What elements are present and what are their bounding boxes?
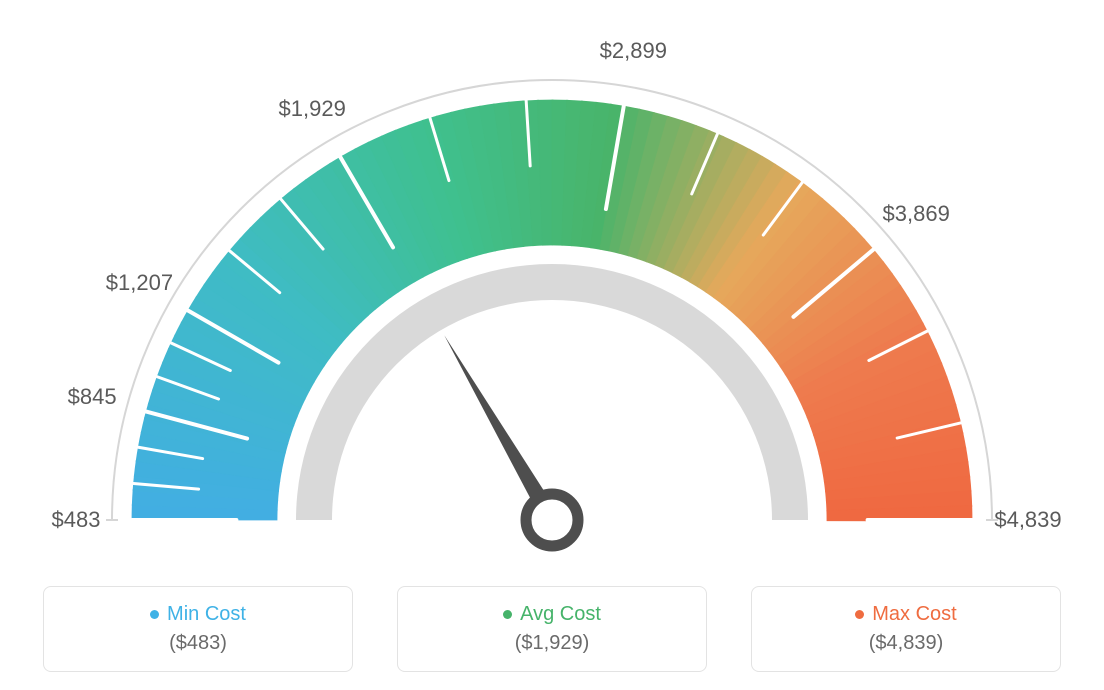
legend-box-min: Min Cost ($483) — [43, 586, 353, 672]
legend-box-avg: Avg Cost ($1,929) — [397, 586, 707, 672]
legend-label-min: Min Cost — [167, 603, 246, 626]
legend-row: Min Cost ($483) Avg Cost ($1,929) Max Cost ($… — [0, 586, 1104, 672]
legend-title-row: Avg Cost — [503, 603, 601, 626]
gauge-scale-label: $1,207 — [106, 270, 173, 296]
gauge-band — [132, 100, 972, 521]
legend-label-max: Max Cost — [872, 603, 956, 626]
legend-dot-max — [855, 610, 864, 619]
legend-title-row: Min Cost — [150, 603, 246, 626]
legend-value-min: ($483) — [169, 632, 227, 655]
gauge-scale-label: $4,839 — [994, 507, 1061, 533]
legend-label-avg: Avg Cost — [520, 603, 601, 626]
legend-box-max: Max Cost ($4,839) — [751, 586, 1061, 672]
legend-dot-avg — [503, 610, 512, 619]
gauge-scale-label: $2,899 — [600, 38, 667, 64]
gauge-scale-label: $1,929 — [279, 96, 346, 122]
gauge-scale-label: $3,869 — [883, 201, 950, 227]
legend-title-row: Max Cost — [855, 603, 956, 626]
legend-value-max: ($4,839) — [869, 632, 944, 655]
gauge-scale-label: $845 — [68, 384, 117, 410]
gauge-pivot — [526, 494, 578, 546]
legend-value-avg: ($1,929) — [515, 632, 590, 655]
gauge-chart: $483 $845 $1,207 $1,929 $2,899 $3,869 $4,839 — [0, 0, 1104, 560]
gauge-scale-label: $483 — [52, 507, 101, 533]
legend-dot-min — [150, 610, 159, 619]
